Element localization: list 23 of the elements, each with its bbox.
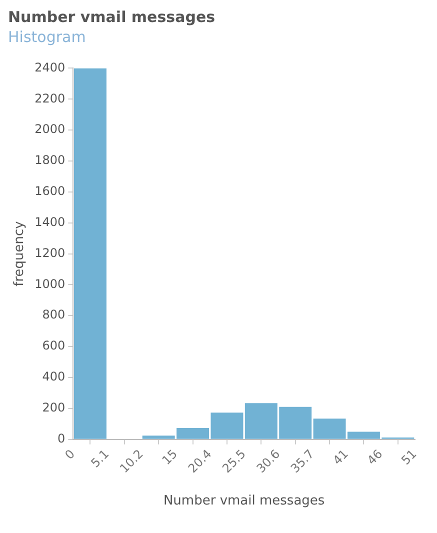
chart-title: Number vmail messages bbox=[8, 8, 216, 26]
y-tick-label: 200 bbox=[42, 400, 66, 415]
x-tick-label: 41 bbox=[330, 446, 351, 468]
x-axis-title: Number vmail messages bbox=[163, 494, 325, 509]
y-tick-label: 1800 bbox=[34, 153, 66, 168]
x-tick-label: 0 bbox=[62, 446, 78, 462]
y-tick-label: 0 bbox=[58, 431, 66, 446]
y-tick-label: 1200 bbox=[34, 246, 66, 260]
y-tick-label: 2400 bbox=[34, 60, 66, 74]
x-tick-label: 46 bbox=[364, 446, 386, 468]
y-tick-label: 2000 bbox=[34, 122, 66, 136]
x-tick-label: 51 bbox=[398, 446, 420, 468]
y-tick-label: 600 bbox=[42, 338, 66, 353]
y-tick-label: 1600 bbox=[34, 184, 66, 198]
x-tick-label: 15 bbox=[159, 446, 180, 468]
y-tick-label: 1000 bbox=[34, 276, 66, 291]
y-tick-label: 1400 bbox=[34, 214, 66, 229]
chart-subtitle: Histogram bbox=[8, 28, 87, 46]
y-tick-label: 2200 bbox=[34, 91, 66, 106]
y-axis-title: frequency bbox=[12, 220, 28, 286]
y-tick-label: 800 bbox=[42, 308, 66, 322]
x-tick-label: 5.1 bbox=[88, 446, 112, 470]
y-tick-label: 400 bbox=[42, 370, 66, 384]
